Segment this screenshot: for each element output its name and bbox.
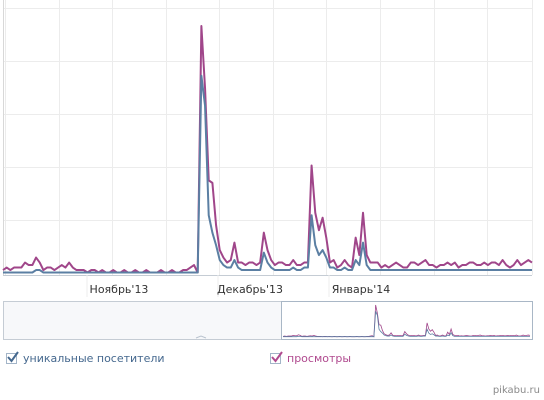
visitors-checkbox[interactable] [6,350,19,364]
series-line-views [2,25,533,274]
navigator-line-history [195,335,207,339]
views-label: просмотры [287,351,352,365]
x-axis: Ноябрь'13 Декабрь'13 Январь'14 [86,275,391,297]
navigator-line-visitors [283,311,530,338]
x-tick-label: Декабрь'13 [217,283,283,296]
checkmark-icon [7,350,19,363]
visitors-label: уникальные посетители [23,351,165,365]
series-line-visitors [3,74,532,274]
x-tick-label: Ноябрь'13 [90,283,149,296]
views-toggle[interactable]: просмотры [270,349,351,367]
grid [3,0,533,276]
visitors-toggle[interactable]: уникальные посетители [6,349,165,367]
range-navigator[interactable] [3,301,533,340]
navigator-selection[interactable] [281,301,533,340]
series-lines [2,25,533,274]
x-tick-label: Январь'14 [332,283,391,296]
views-checkbox[interactable] [270,350,283,364]
watermark: pikabu.ru [492,385,540,396]
checkmark-icon [271,350,283,363]
